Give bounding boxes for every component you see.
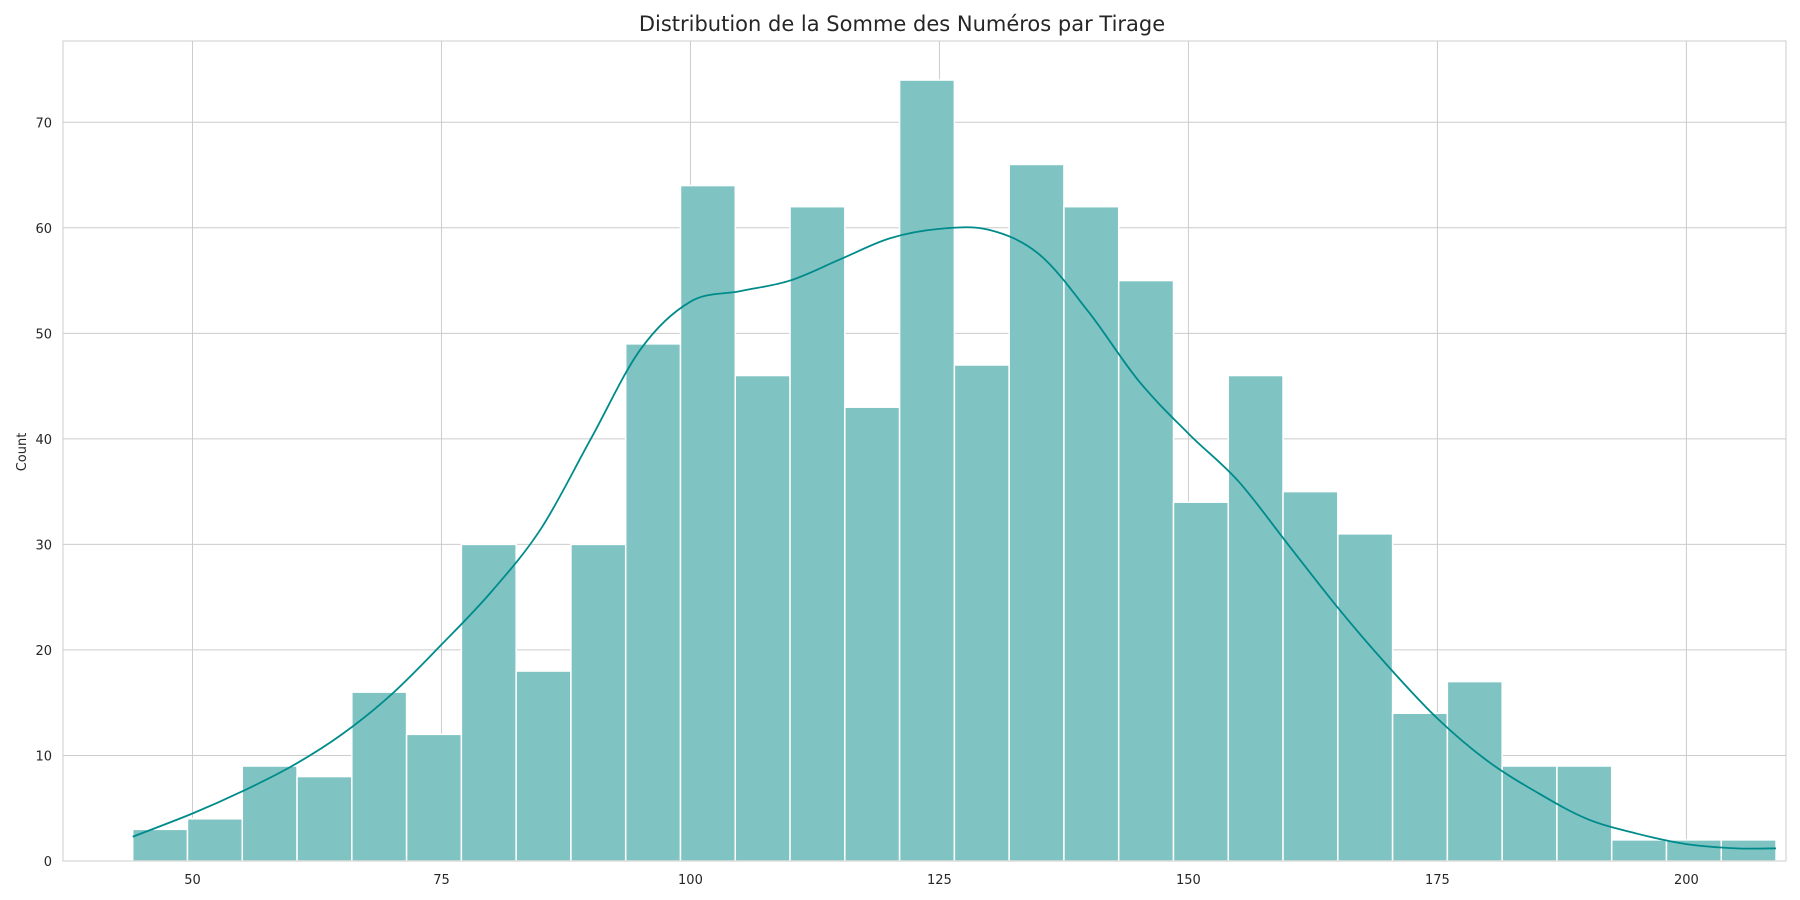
x-tick-label: 125 [927,873,952,888]
histogram-bar [405,733,463,862]
x-tick-label: 50 [184,873,201,888]
histogram-bar [186,818,244,862]
histogram-bar [1337,533,1394,862]
x-tick-label: 75 [433,873,450,888]
histogram-bar [1117,279,1175,862]
histogram-bar [296,775,353,862]
chart-title: Distribution de la Somme des Numéros par… [639,12,1165,36]
y-tick-label: 20 [35,644,52,659]
histogram-bar [515,670,572,862]
histogram-bar [1172,501,1230,862]
x-axis-ticks: 50 75 100 125 150 175 200 [184,873,1699,888]
histogram-bar [1063,205,1120,862]
histogram-bar [460,543,517,862]
plot-frame [62,40,1787,862]
y-tick-label: 70 [35,116,52,131]
x-tick-label: 200 [1674,873,1699,888]
histogram-bar [624,343,682,862]
y-axis-label: Count [15,433,30,472]
histogram-bar [1446,680,1503,862]
histogram-bar [1282,490,1339,862]
histogram-bar [1665,839,1723,862]
y-tick-label: 0 [44,855,52,870]
histogram-bar [1391,712,1449,862]
histogram-bar [351,691,408,862]
histogram-bar [734,374,791,862]
histogram-bar [789,205,846,862]
y-tick-label: 50 [35,327,52,342]
x-tick-label: 175 [1425,873,1450,888]
histogram-bar [1227,374,1284,862]
bars [131,79,1777,862]
histogram-bar [679,184,737,862]
histogram-bar [1556,765,1613,862]
histogram-bar [953,364,1010,862]
x-tick-label: 150 [1176,873,1201,888]
x-tick-label: 100 [678,873,703,888]
histogram-bar [131,828,189,862]
histogram-bar [1501,765,1558,862]
y-axis-ticks: 0 10 20 30 40 50 60 70 [35,116,52,870]
y-tick-label: 10 [35,749,52,764]
y-tick-label: 60 [35,222,52,237]
histogram-bar [844,406,901,862]
histogram-bar [1610,839,1668,862]
histogram-bar [898,79,956,862]
y-tick-label: 30 [35,538,52,553]
kde-curve [132,226,1777,850]
histogram-bar [241,765,298,862]
y-tick-label: 40 [35,433,52,448]
histogram-bar [570,543,627,862]
histogram-bar [1008,163,1065,862]
histogram-bar [1720,839,1777,862]
